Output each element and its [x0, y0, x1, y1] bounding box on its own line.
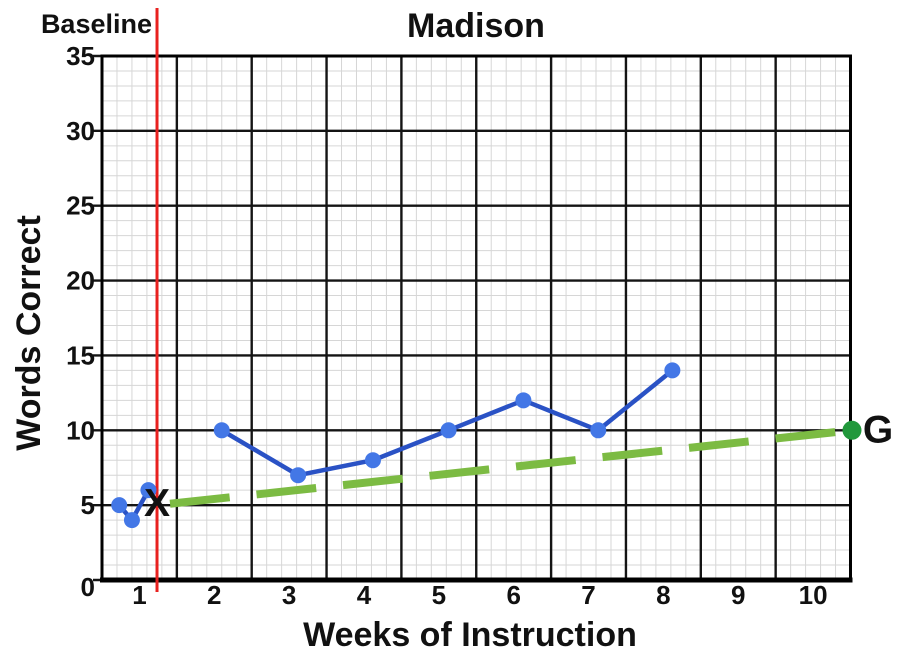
progress-scores-point — [515, 392, 532, 409]
progress-scores-point — [364, 452, 381, 469]
baseline-median-x-marker: X — [144, 482, 170, 525]
y-tick-label: 15 — [66, 340, 95, 370]
y-tick-label: 30 — [66, 116, 95, 146]
chart-title: Madison — [407, 7, 545, 45]
x-axis-title: Weeks of Instruction — [303, 616, 637, 654]
x-tick-label: 4 — [357, 580, 372, 610]
progress-scores-point — [440, 422, 457, 439]
x-tick-label: 3 — [282, 580, 296, 610]
progress-scores-point — [590, 422, 607, 439]
x-tick-label: 7 — [581, 580, 595, 610]
baseline-scores-point — [111, 497, 128, 514]
goal-point — [842, 420, 862, 440]
x-tick-label: 5 — [432, 580, 446, 610]
goal-line — [169, 426, 853, 508]
y-tick-label: 10 — [66, 415, 95, 445]
x-tick-label: 6 — [506, 580, 520, 610]
baseline-label: Baseline — [41, 9, 152, 39]
progress-scores-point — [213, 422, 230, 439]
x-tick-label: 1 — [132, 580, 146, 610]
grid-layer — [93, 54, 853, 583]
baseline-scores-point — [123, 512, 140, 529]
goal-g-label: G — [863, 408, 893, 451]
y-tick-label: 20 — [66, 266, 95, 296]
x-tick-label: 2 — [207, 580, 221, 610]
x-tick-label: 10 — [799, 580, 828, 610]
y-tick-label: 25 — [66, 191, 95, 221]
progress-scores-point — [664, 362, 681, 379]
y-axis-title: Words Correct — [10, 215, 48, 451]
progress-scores-point — [290, 467, 307, 484]
text-layer: Madison Baseline Weeks of Instruction Wo… — [10, 7, 893, 654]
baseline-scores-point — [140, 482, 157, 499]
x-tick-label: 9 — [731, 580, 745, 610]
x-tick-label: 8 — [656, 580, 670, 610]
y-tick-label: 5 — [81, 490, 95, 520]
data-layer — [111, 8, 862, 592]
origin-tick-label: 0 — [81, 572, 95, 602]
y-tick-label: 35 — [66, 41, 95, 71]
